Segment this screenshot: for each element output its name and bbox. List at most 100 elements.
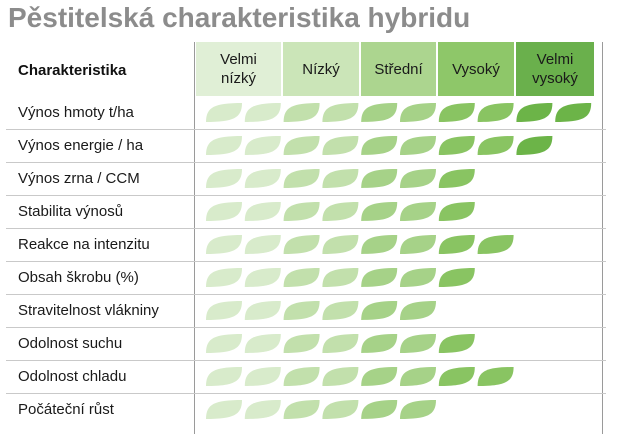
level-low: Nízký — [283, 42, 359, 96]
header-label: Charakteristika — [18, 62, 127, 79]
level-high: Vysoký — [438, 42, 514, 96]
column-divider-left — [194, 42, 195, 434]
rating-leaf — [244, 334, 281, 353]
row-label: Stabilita výnosů — [18, 203, 124, 220]
row-label: Stravitelnost vlákniny — [18, 302, 159, 319]
row-label: Odolnost suchu — [18, 335, 123, 352]
rating-leaf — [322, 301, 359, 320]
rating-leaf — [477, 103, 514, 122]
rating-leaf — [361, 367, 398, 386]
rating-leaf — [206, 301, 242, 320]
level-very-high: Velmi vysoký — [516, 42, 594, 96]
row-label: Výnos zrna / CCM — [18, 170, 140, 187]
row-separator — [6, 327, 606, 328]
rating-leaf — [206, 268, 242, 287]
rating-leaf — [206, 235, 242, 254]
rating-leaf — [322, 202, 359, 221]
rating-leaf — [283, 202, 320, 221]
rating-leaf — [283, 301, 320, 320]
rating-leaf — [477, 235, 514, 254]
rating-leaf — [400, 103, 436, 122]
rating-leaf — [361, 400, 398, 419]
rating-leaf — [361, 268, 398, 287]
row-separator — [6, 261, 606, 262]
rating-leaf — [322, 136, 359, 155]
rating-leaf — [283, 136, 320, 155]
rating-leaf — [361, 202, 398, 221]
rating-leaf — [516, 103, 553, 122]
rating-leaf — [322, 334, 359, 353]
rating-leaf — [244, 136, 281, 155]
rating-leaf — [477, 367, 514, 386]
rating-leaf — [361, 136, 398, 155]
level-medium: Střední — [361, 42, 436, 96]
rating-leaf — [244, 268, 281, 287]
rating-leaf — [400, 301, 436, 320]
rating-leaf — [400, 169, 436, 188]
rating-leaf — [361, 169, 398, 188]
row-separator — [6, 360, 606, 361]
rating-leaf — [206, 103, 242, 122]
rating-leaf — [438, 103, 475, 122]
row-separator — [6, 294, 606, 295]
rating-leaf — [438, 136, 475, 155]
rating-leaf — [438, 334, 475, 353]
rating-leaf — [206, 334, 242, 353]
rating-leaf — [283, 235, 320, 254]
rating-leaf — [322, 400, 359, 419]
row-separator — [6, 228, 606, 229]
rating-leaf — [283, 367, 320, 386]
rating-leaf — [322, 268, 359, 287]
row-separator — [6, 393, 606, 394]
rating-leaf — [361, 301, 398, 320]
rating-leaf — [400, 268, 436, 287]
rating-leaf — [206, 400, 242, 419]
rating-leaf — [438, 235, 475, 254]
row-label: Reakce na intenzitu — [18, 236, 150, 253]
row-label: Výnos hmoty t/ha — [18, 104, 134, 121]
rating-leaf — [438, 169, 475, 188]
rating-leaf — [283, 400, 320, 419]
page-title: Pěstitelská charakteristika hybridu — [8, 2, 471, 33]
level-very-low: Velmi nízký — [196, 42, 281, 96]
rating-leaf — [283, 103, 320, 122]
rating-leaf — [206, 367, 242, 386]
row-separator — [6, 129, 606, 130]
characteristics-table: Charakteristika Velmi nízký Nízký Středn… — [6, 42, 606, 434]
rating-leaf — [283, 334, 320, 353]
rating-leaf — [438, 367, 475, 386]
rating-leaf — [322, 103, 359, 122]
row-label: Odolnost chladu — [18, 368, 127, 385]
column-divider-right — [602, 42, 603, 434]
rating-leaf — [206, 136, 242, 155]
rating-leaf — [516, 136, 553, 155]
rating-leaf — [244, 202, 281, 221]
rating-leaf — [244, 400, 281, 419]
rating-leaf — [283, 169, 320, 188]
rating-leaves — [206, 103, 592, 419]
rating-leaf — [400, 235, 436, 254]
rating-leaf — [400, 202, 436, 221]
row-label: Výnos energie / ha — [18, 137, 144, 154]
rating-leaf — [438, 202, 475, 221]
rating-leaf — [206, 202, 242, 221]
rating-leaf — [400, 136, 436, 155]
row-label: Počáteční růst — [18, 401, 114, 418]
row-label: Obsah škrobu (%) — [18, 269, 139, 286]
rating-leaf — [322, 169, 359, 188]
rating-leaf — [244, 235, 281, 254]
rating-leaf — [477, 136, 514, 155]
rating-leaf — [322, 235, 359, 254]
rating-leaf — [361, 235, 398, 254]
rating-leaf — [400, 367, 436, 386]
rating-leaf — [555, 103, 592, 122]
rating-leaf — [361, 334, 398, 353]
rating-leaf — [244, 301, 281, 320]
rating-leaf — [322, 367, 359, 386]
rating-leaf — [206, 169, 242, 188]
rating-leaf — [244, 169, 281, 188]
rating-leaf — [244, 103, 281, 122]
rating-leaf — [283, 268, 320, 287]
row-separator — [6, 162, 606, 163]
rating-leaf — [361, 103, 398, 122]
